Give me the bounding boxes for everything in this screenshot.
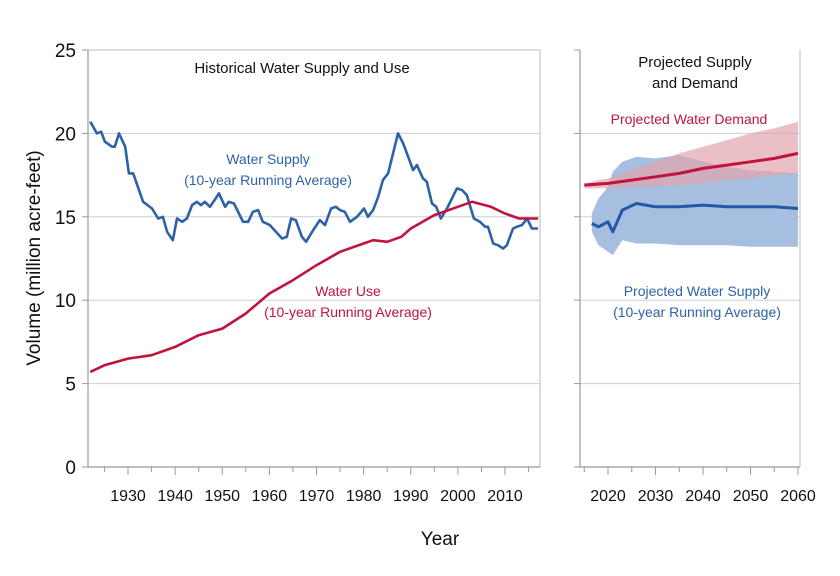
x-tick-label: 2030 <box>638 488 674 505</box>
projected-demand-label: Projected Water Demand <box>611 111 768 127</box>
water-supply-line <box>89 121 538 250</box>
x-tick-label: 1930 <box>110 488 146 505</box>
water-use-line <box>89 200 538 374</box>
x-tick-label: 1960 <box>252 488 288 505</box>
historical-panel: 0 5 10 15 20 25 1930 1940 1950 1960 1970 1980 1990 20… <box>55 41 541 505</box>
y-tick-label: 15 <box>55 208 76 229</box>
projected-supply-line <box>591 202 799 234</box>
projected-demand-line <box>584 151 799 187</box>
projected-supply-label-line1: Projected Water Supply <box>624 283 771 299</box>
x-tick-label: 1950 <box>204 488 240 505</box>
x-axis-label: Year <box>421 529 460 550</box>
x-tick-label: 2020 <box>590 488 626 505</box>
y-tick-label: 10 <box>55 291 76 312</box>
x-tick-label: 2060 <box>780 488 816 505</box>
x-tick-label: 2000 <box>440 488 476 505</box>
y-tick-label: 20 <box>55 124 76 145</box>
projected-supply-label-line2: (10-year Running Average) <box>613 304 781 320</box>
x-tick-label: 2050 <box>733 488 769 505</box>
x-tick-label: 1940 <box>157 488 193 505</box>
x-tick-label: 2010 <box>487 488 523 505</box>
x-tick-label: 1980 <box>346 488 382 505</box>
demand-range-band <box>584 121 798 189</box>
x-tick-label: 1970 <box>299 488 335 505</box>
water-supply-label-line2: (10-year Running Average) <box>184 172 352 188</box>
y-tick-label: 25 <box>55 41 76 62</box>
water-supply-label-line1: Water Supply <box>226 151 310 167</box>
y-tick-label: 0 <box>65 458 76 479</box>
x-tick-label: 2040 <box>685 488 721 505</box>
y-axis-label: Volume (million acre-feet) <box>24 150 45 365</box>
projected-panel: 2020 2030 2040 2050 2060 <box>574 49 816 505</box>
historical-title: Historical Water Supply and Use <box>194 60 409 77</box>
water-use-label-line1: Water Use <box>315 283 381 299</box>
projected-title-line1: Projected Supply <box>638 54 752 71</box>
y-tick-label: 5 <box>65 375 76 396</box>
water-use-label-line2: (10-year Running Average) <box>264 304 432 320</box>
x-tick-label: 1990 <box>393 488 429 505</box>
projected-title-line2: and Demand <box>652 75 738 92</box>
